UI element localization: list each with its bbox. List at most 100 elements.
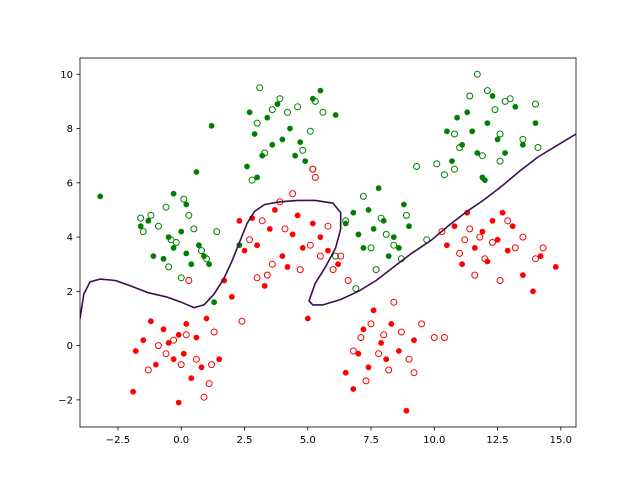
red-hollow-point [476, 233, 484, 241]
red-hollow-point [296, 266, 304, 274]
red-hollow-point [532, 255, 539, 263]
red-hollow-point [438, 228, 446, 236]
red-filled-point [284, 263, 291, 270]
green-hollow-point [473, 70, 481, 78]
red-hollow-point [253, 274, 261, 282]
red-filled-point [216, 356, 223, 363]
red-filled-point [304, 315, 311, 322]
green-filled-point [150, 253, 157, 259]
green-filled-point [170, 190, 177, 197]
red-filled-point [175, 331, 182, 338]
y-tick-label: −2 [58, 395, 73, 406]
green-hollow-point [162, 203, 170, 211]
green-filled-point [145, 217, 152, 224]
green-hollow-point [359, 192, 367, 200]
green-filled-point [520, 141, 526, 148]
green-hollow-point [299, 146, 307, 154]
green-filled-point [370, 225, 377, 232]
green-hollow-point [213, 228, 221, 236]
green-hollow-point [248, 176, 256, 184]
red-filled-point [165, 339, 172, 346]
red-filled-point [489, 217, 496, 224]
red-hollow-point [258, 217, 266, 225]
red-filled-point [395, 348, 402, 354]
red-hollow-point [380, 331, 388, 339]
green-filled-point [287, 125, 293, 132]
red-filled-point [299, 244, 306, 251]
green-hollow-point [491, 106, 499, 114]
red-filled-point [443, 242, 450, 249]
x-tick-label: 7.5 [363, 435, 379, 446]
green-hollow-point [451, 165, 458, 173]
green-filled-point [195, 242, 202, 249]
green-filled-point [183, 201, 190, 208]
red-hollow-point [489, 239, 496, 246]
red-filled-point [499, 209, 506, 216]
red-hollow-point [430, 334, 438, 341]
green-filled-point [208, 122, 215, 129]
red-filled-point [537, 253, 544, 259]
red-hollow-point [496, 277, 504, 284]
green-filled-point [188, 261, 195, 268]
green-hollow-point [137, 214, 145, 222]
red-hollow-point [316, 252, 324, 260]
green-filled-point [400, 201, 407, 208]
green-hollow-point [185, 211, 193, 219]
green-hollow-point [154, 222, 162, 230]
y-tick-label: 2 [67, 287, 73, 298]
green-filled-point [183, 250, 190, 257]
green-filled-point [360, 244, 367, 251]
green-hollow-point [367, 244, 375, 252]
red-hollow-point [311, 173, 319, 181]
green-filled-point [390, 234, 397, 240]
red-filled-point [289, 231, 296, 238]
red-filled-point [383, 356, 390, 363]
red-filled-point [198, 364, 205, 371]
red-filled-point [152, 361, 159, 368]
green-filled-point [193, 169, 200, 175]
green-filled-point [494, 136, 501, 143]
green-filled-point [279, 136, 286, 143]
green-hollow-point [496, 130, 504, 138]
green-hollow-point [172, 239, 180, 246]
y-tick-label: 6 [67, 178, 73, 189]
red-hollow-point [481, 255, 489, 263]
red-hollow-point [390, 298, 398, 306]
red-hollow-point [238, 317, 246, 325]
red-filled-point [471, 244, 478, 251]
green-hollow-point [177, 274, 185, 282]
green-filled-point [365, 206, 372, 213]
red-hollow-point [440, 334, 448, 341]
red-filled-point [360, 326, 367, 333]
green-hollow-point [382, 230, 390, 238]
green-filled-point [251, 131, 258, 137]
green-hollow-point [456, 144, 464, 151]
red-filled-point [271, 206, 278, 213]
red-filled-point [378, 339, 384, 346]
red-hollow-point [192, 355, 200, 363]
green-hollow-point [402, 211, 410, 219]
red-filled-point [147, 318, 154, 325]
red-filled-point [530, 288, 536, 295]
green-filled-point [532, 120, 539, 126]
red-filled-point [309, 220, 316, 227]
green-filled-point [244, 163, 250, 170]
green-filled-point [512, 103, 519, 110]
green-filled-point [206, 261, 212, 268]
red-hollow-point [205, 380, 213, 388]
axes-border [79, 57, 577, 428]
red-filled-point [183, 320, 190, 327]
red-filled-point [266, 225, 273, 232]
green-hollow-point [180, 195, 188, 203]
red-filled-point [370, 307, 377, 314]
red-hollow-point [268, 260, 276, 268]
green-filled-point [469, 128, 476, 135]
red-hollow-point [306, 241, 314, 249]
green-filled-point [375, 185, 382, 192]
green-filled-point [332, 112, 339, 118]
green-filled-point [97, 193, 104, 200]
green-filled-point [160, 255, 167, 262]
green-hollow-point [440, 171, 448, 179]
